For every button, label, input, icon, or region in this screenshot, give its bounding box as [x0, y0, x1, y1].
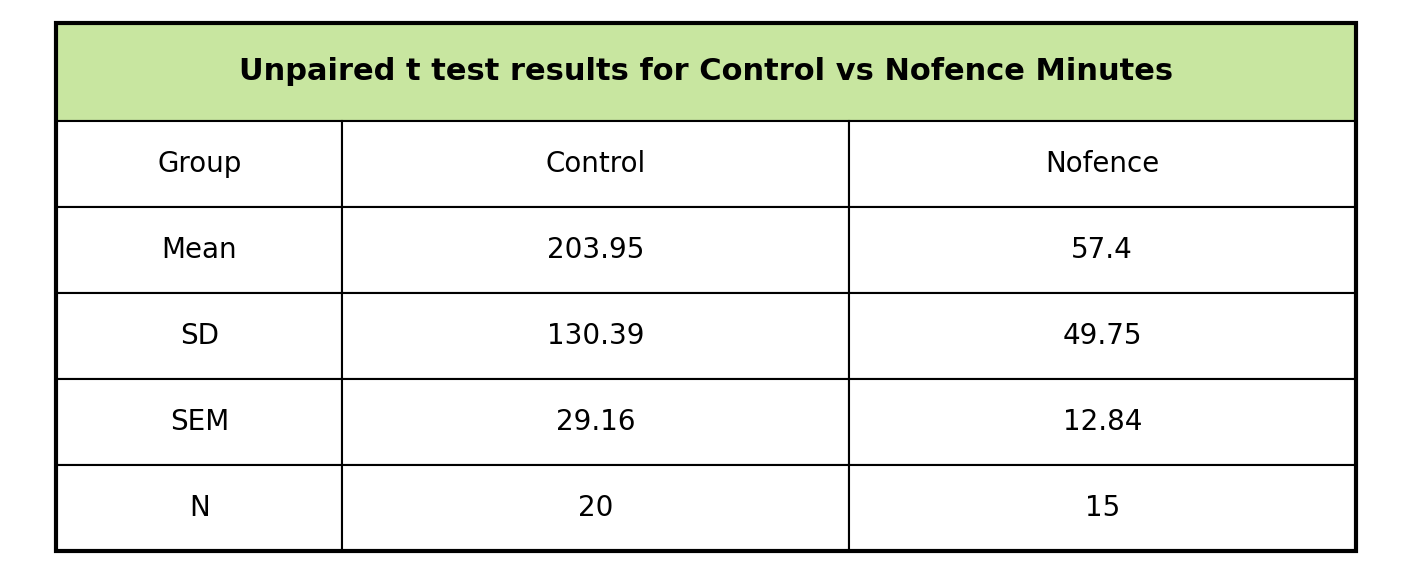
- Bar: [342, 293, 849, 379]
- Text: Control: Control: [545, 150, 645, 178]
- Text: Nofence: Nofence: [1045, 150, 1159, 178]
- Bar: [342, 121, 849, 207]
- Bar: [56, 23, 1356, 121]
- Bar: [56, 465, 342, 551]
- Text: SD: SD: [179, 322, 219, 350]
- Text: 130.39: 130.39: [546, 322, 644, 350]
- Text: 49.75: 49.75: [1062, 322, 1142, 350]
- Bar: [849, 379, 1356, 465]
- Text: 20: 20: [578, 494, 613, 522]
- Text: Group: Group: [157, 150, 241, 178]
- Bar: [342, 465, 849, 551]
- Text: 29.16: 29.16: [556, 408, 635, 436]
- Text: 203.95: 203.95: [546, 236, 644, 264]
- Bar: [849, 293, 1356, 379]
- Text: SEM: SEM: [169, 408, 229, 436]
- Bar: [56, 379, 342, 465]
- Text: Unpaired t test results for Control vs Nofence Minutes: Unpaired t test results for Control vs N…: [239, 57, 1173, 86]
- Text: 12.84: 12.84: [1062, 408, 1142, 436]
- Bar: [849, 465, 1356, 551]
- Text: 15: 15: [1084, 494, 1120, 522]
- Bar: [56, 293, 342, 379]
- Text: 57.4: 57.4: [1072, 236, 1132, 264]
- Text: N: N: [189, 494, 210, 522]
- Bar: [849, 207, 1356, 293]
- Bar: [342, 207, 849, 293]
- Bar: [342, 379, 849, 465]
- Bar: [56, 121, 342, 207]
- Text: Mean: Mean: [161, 236, 237, 264]
- Bar: [849, 121, 1356, 207]
- Bar: [56, 207, 342, 293]
